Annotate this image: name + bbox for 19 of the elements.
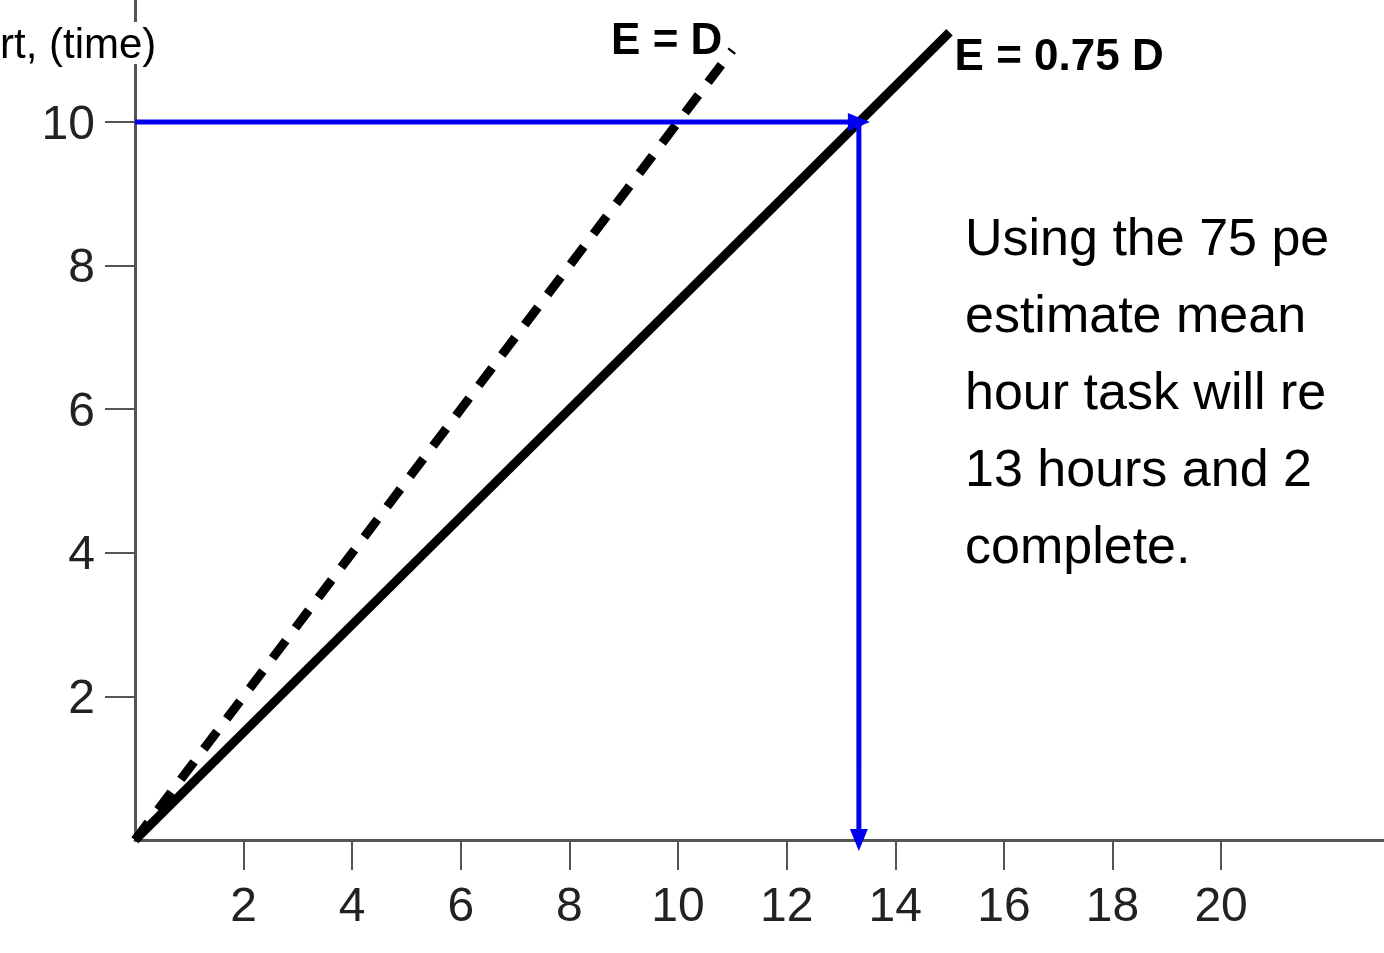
x-tick-label: 6 <box>447 877 475 931</box>
x-tick-label: 18 <box>1085 877 1140 931</box>
y-tick-label: 4 <box>68 526 95 580</box>
x-tick-label: 20 <box>1194 877 1248 931</box>
x-tick-label: 10 <box>651 877 705 931</box>
y-tick-label: 10 <box>41 95 95 149</box>
y-tick-label: 2 <box>68 669 95 723</box>
y-tick-label: 6 <box>68 382 95 436</box>
annotation: Using the 75 pe estimate mean hour task will re 13 hours and 2 complete. <box>965 207 1330 574</box>
annotation: E = D <box>611 13 723 63</box>
x-tick-label: 2 <box>230 877 257 931</box>
annotation: E = 0.75 D <box>954 29 1164 79</box>
x-tick-label: 12 <box>759 877 814 931</box>
y-tick-label: 8 <box>68 239 95 293</box>
x-tick-label: 16 <box>977 877 1031 931</box>
x-tick-label: 4 <box>338 877 366 931</box>
y-axis-title: rt, (time) <box>0 19 157 67</box>
x-tick-label: 8 <box>556 877 583 931</box>
x-tick-label: 14 <box>868 877 922 931</box>
